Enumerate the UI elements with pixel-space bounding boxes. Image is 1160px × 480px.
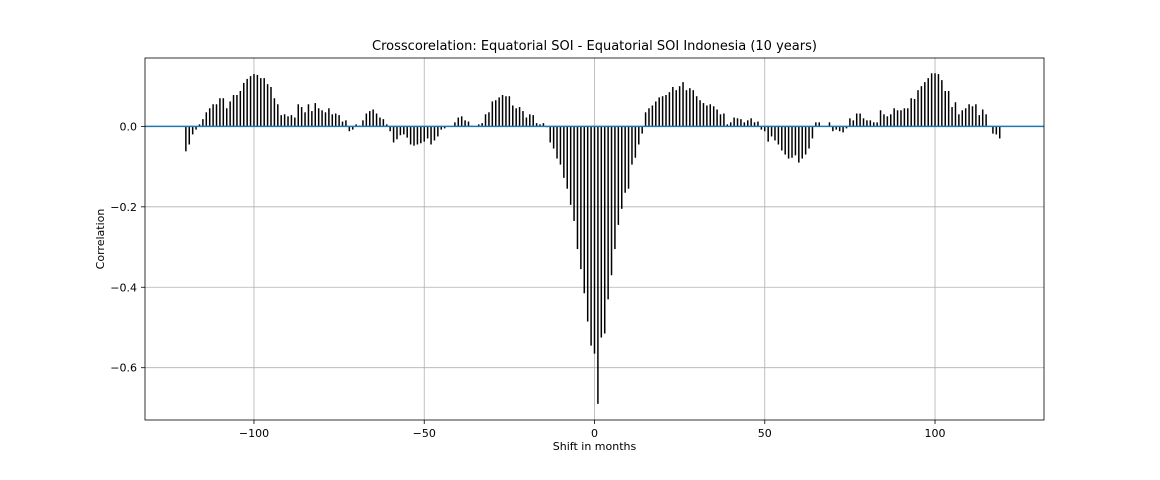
x-tick-label: 100: [925, 427, 946, 440]
ticks-layer: −100 −50 0 50 100 0.0 −0.2 −0.4 −0.6: [110, 120, 945, 440]
bars-layer: [185, 73, 1001, 404]
y-tick-label: −0.2: [110, 201, 137, 214]
y-tick-label: −0.6: [110, 362, 137, 375]
y-tick-label: −0.4: [110, 281, 137, 294]
chart-title: Crosscorelation: Equatorial SOI - Equato…: [372, 39, 817, 54]
y-tick-label: 0.0: [120, 120, 138, 133]
x-tick-label: 0: [591, 427, 598, 440]
x-tick-label: −50: [413, 427, 436, 440]
x-tick-label: −100: [239, 427, 269, 440]
y-axis-label: Correlation: [94, 209, 107, 270]
x-axis-label: Shift in months: [553, 440, 637, 453]
x-tick-label: 50: [758, 427, 772, 440]
